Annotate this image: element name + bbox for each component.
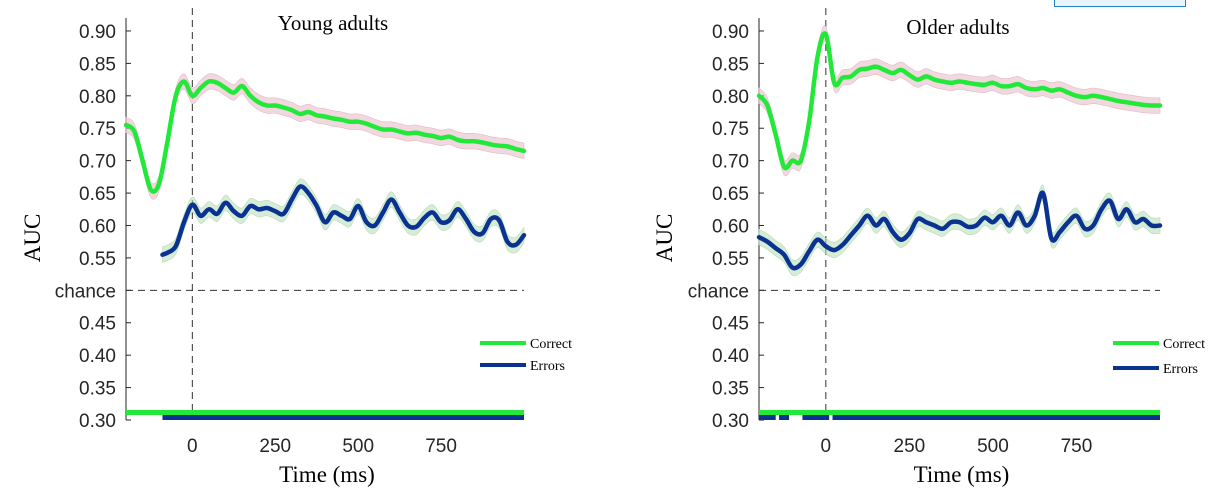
y-tick-label: 0.40 bbox=[712, 346, 749, 367]
y-axis-label: AUC bbox=[652, 214, 677, 263]
legend-label-errors: Errors bbox=[1163, 362, 1198, 377]
significance-bar-correct bbox=[759, 410, 1160, 415]
y-tick-label: 0.80 bbox=[712, 87, 749, 108]
y-tick-label: 0.30 bbox=[712, 411, 749, 432]
y-tick-label: 0.35 bbox=[79, 379, 116, 400]
legend-label-errors: Errors bbox=[530, 359, 565, 374]
significance-bar-errors bbox=[779, 415, 790, 420]
x-tick-label: 0 bbox=[187, 436, 198, 457]
y-tick-label: 0.30 bbox=[79, 411, 116, 432]
x-tick-label: 250 bbox=[259, 436, 291, 457]
significance-bar-errors bbox=[832, 415, 1160, 420]
y-tick-label: 0.90 bbox=[712, 22, 749, 43]
significance-bar-errors bbox=[802, 415, 830, 420]
series-band-correct bbox=[758, 25, 1161, 177]
significance-bar-correct bbox=[126, 410, 524, 415]
y-tick-label: 0.80 bbox=[79, 87, 116, 108]
cropped-banner bbox=[1054, 0, 1186, 7]
series-line-errors bbox=[160, 184, 527, 257]
y-tick-label: 0.45 bbox=[712, 314, 749, 335]
x-tick-label: 500 bbox=[977, 436, 1009, 457]
y-tick-label: 0.60 bbox=[712, 216, 749, 237]
y-tick-label: chance bbox=[688, 281, 749, 302]
y-tick-label: 0.60 bbox=[79, 216, 116, 237]
significance-bar-errors bbox=[162, 415, 524, 420]
legend-label-correct: Correct bbox=[1163, 337, 1205, 352]
series-line-correct bbox=[123, 78, 527, 194]
series-band-errors bbox=[162, 178, 525, 263]
y-tick-label: 0.35 bbox=[712, 379, 749, 400]
y-tick-label: 0.70 bbox=[79, 152, 116, 173]
y-tick-label: 0.45 bbox=[79, 314, 116, 335]
y-tick-label: 0.75 bbox=[79, 119, 116, 140]
y-tick-label: 0.85 bbox=[79, 54, 116, 75]
y-tick-label: 0.65 bbox=[79, 184, 116, 205]
x-axis-label: Time (ms) bbox=[279, 462, 375, 487]
x-tick-label: 750 bbox=[1061, 436, 1093, 457]
x-axis-label: Time (ms) bbox=[914, 462, 1010, 487]
x-tick-label: 250 bbox=[894, 436, 926, 457]
y-axis-label: AUC bbox=[20, 214, 45, 263]
x-tick-label: 500 bbox=[342, 436, 374, 457]
y-tick-label: 0.85 bbox=[712, 54, 749, 75]
y-tick-label: chance bbox=[55, 281, 116, 302]
series-line-correct bbox=[756, 31, 1163, 171]
series-line-errors bbox=[756, 190, 1163, 271]
chart-title: Young adults bbox=[278, 11, 388, 35]
y-tick-label: 0.55 bbox=[79, 249, 116, 270]
y-tick-label: 0.40 bbox=[79, 346, 116, 367]
y-tick-label: 0.70 bbox=[712, 152, 749, 173]
legend-label-correct: Correct bbox=[530, 337, 572, 352]
y-tick-label: 0.90 bbox=[79, 22, 116, 43]
y-tick-label: 0.75 bbox=[712, 119, 749, 140]
y-tick-label: 0.65 bbox=[712, 184, 749, 205]
significance-bar-errors bbox=[759, 415, 776, 420]
chart-title: Older adults bbox=[906, 15, 1009, 39]
x-tick-label: 0 bbox=[821, 436, 832, 457]
chart-panel-1: Young adults 0.30 0.35 0.40 0.45 chance 0.55 0.… bbox=[20, 8, 572, 487]
chart-panel-2: Older adults 0.30 0.35 0.40 0.45 chance 0.55 0.… bbox=[652, 8, 1205, 487]
x-tick-label: 750 bbox=[425, 436, 457, 457]
y-tick-label: 0.55 bbox=[712, 249, 749, 270]
series-band-errors bbox=[758, 184, 1161, 277]
series-band-correct bbox=[125, 73, 525, 200]
